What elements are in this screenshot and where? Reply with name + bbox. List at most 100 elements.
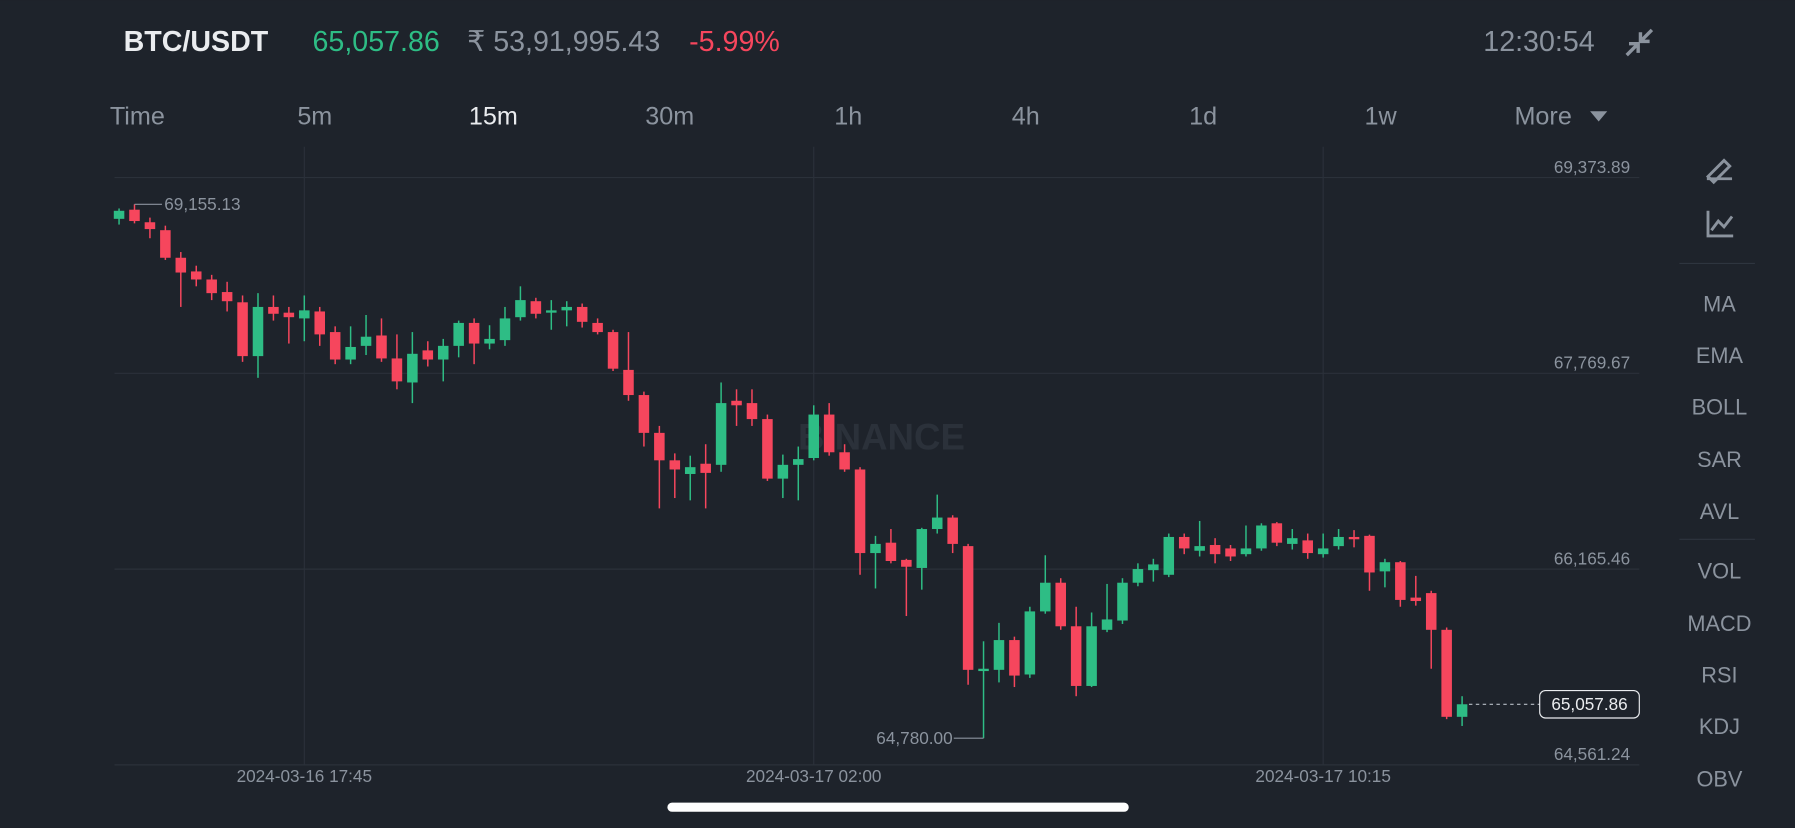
candle-body [839,452,850,470]
candle-body [190,271,202,280]
local-price: ₹ 53,91,995.43 [467,26,660,58]
candle-body [823,414,835,453]
indicator[interactable]: MA [1703,292,1736,317]
candle-body [700,463,711,473]
candle-body [252,306,264,357]
collapse-icon[interactable] [1625,28,1654,57]
indicator[interactable]: MACD [1687,611,1751,636]
candle-body [654,432,665,461]
candle-body [391,358,403,382]
y-tick-label: 64,561.24 [1554,744,1631,764]
candle-body [1302,540,1313,554]
y-tick-label: 67,769.67 [1554,353,1630,373]
y-tick-label: 66,165.46 [1554,548,1630,568]
candle-body [1117,582,1128,621]
candle-body [1395,562,1406,600]
min-label: 64,780.00 [876,728,952,748]
interval-tab[interactable]: 4h [1012,103,1040,131]
candle-body [1333,536,1344,547]
last-price-label: 65,057.86 [1551,694,1627,714]
candle-body [993,640,1005,670]
candle-body [515,300,526,318]
candle-body [299,310,310,319]
candle-body [1132,569,1144,583]
candle-body [144,222,156,230]
home-indicator [667,802,1129,812]
candle-body [129,209,140,222]
indicator[interactable]: OBV [1696,767,1742,792]
last-price-box [1539,689,1640,719]
more-arrow[interactable] [1590,111,1608,122]
watermark: BINANCE [798,416,965,457]
interval-tab[interactable]: 30m [645,103,694,131]
indicator[interactable]: VOL [1698,558,1742,583]
interval-tab[interactable]: 1d [1189,103,1217,131]
candle-body [530,301,542,314]
candle-body [623,369,634,396]
candle-body [221,292,233,302]
y-tick-label: 69,373.89 [1554,157,1630,177]
candle-body [1009,640,1020,676]
candle-body [360,336,372,346]
candle-body [1225,548,1236,557]
interval-tab[interactable]: 1w [1364,103,1397,131]
indicator-icon[interactable] [1706,210,1734,238]
candle-body [1209,545,1221,555]
candle-body [1101,619,1113,630]
candle-body [437,345,449,360]
x-tick-label: 2024-03-17 10:15 [1255,766,1390,786]
candle-body [931,517,943,530]
indicator[interactable]: RSI [1701,662,1737,687]
candle-body [407,353,418,383]
indicator[interactable]: KDJ [1699,714,1740,739]
candle-body [947,517,958,544]
candle-body [962,546,974,670]
candle-body [684,467,696,474]
max-label: 69,155.13 [164,194,240,214]
indicator[interactable]: EMA [1696,343,1744,368]
interval-tab[interactable]: More [1514,103,1571,131]
candle-body [175,257,187,273]
candle-body [1410,597,1422,602]
interval-tab[interactable]: 5m [297,103,332,131]
candle-body [1256,525,1267,549]
x-tick-label: 2024-03-16 17:45 [237,766,372,786]
indicator[interactable]: SAR [1697,447,1742,472]
candle-body [468,322,480,344]
candle-body [1425,593,1437,630]
pair: BTC/USDT [124,26,269,58]
candle-body [576,306,588,322]
candle-body [854,469,866,554]
interval-tab[interactable]: Time [110,103,165,131]
change: -5.99% [689,26,780,58]
candle-body [978,668,989,672]
draw-icon[interactable] [1705,158,1733,185]
interval-tab[interactable]: 1h [834,103,862,131]
candle-body [916,529,928,568]
candle-body [669,460,681,470]
price: 65,057.86 [313,26,440,58]
candle-body [1024,611,1036,675]
candle-body [499,318,511,341]
candle-body [638,395,650,433]
candle-body [1441,629,1452,717]
candle-body [237,302,248,357]
candle-body [1287,538,1298,544]
clock: 12:30:54 [1483,26,1594,58]
candle-body [1055,582,1066,627]
candle-body [885,542,897,561]
candle-body [592,322,603,333]
candle-body [870,543,881,554]
candle-body [1086,626,1097,686]
interval-tab[interactable]: 15m [469,103,518,131]
candle-body [422,350,434,360]
candle-body [113,210,125,219]
indicator[interactable]: BOLL [1692,395,1748,420]
candle-body [1148,564,1159,571]
candle-body [1040,582,1051,612]
candle-body [160,230,171,258]
candle-body [762,419,773,479]
indicator[interactable]: AVL [1700,499,1740,524]
